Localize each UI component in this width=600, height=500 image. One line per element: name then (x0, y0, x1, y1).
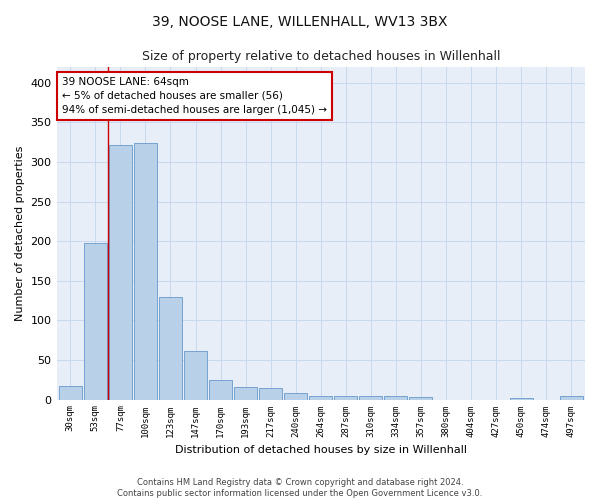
Bar (234, 387, 257, 400)
Bar (109, 146, 132, 400)
Bar (385, 396, 407, 400)
Bar (359, 396, 382, 400)
Bar (309, 396, 332, 400)
Bar (509, 398, 533, 400)
Bar (84, 243, 107, 400)
Bar (209, 380, 232, 400)
Bar (134, 143, 157, 400)
Y-axis label: Number of detached properties: Number of detached properties (15, 146, 25, 321)
Text: Contains HM Land Registry data © Crown copyright and database right 2024.
Contai: Contains HM Land Registry data © Crown c… (118, 478, 482, 498)
Text: 39 NOOSE LANE: 64sqm
← 5% of detached houses are smaller (56)
94% of semi-detach: 39 NOOSE LANE: 64sqm ← 5% of detached ho… (62, 77, 327, 115)
Bar (334, 396, 358, 400)
Bar (59, 386, 82, 400)
Bar (259, 388, 282, 400)
Bar (184, 351, 207, 400)
Title: Size of property relative to detached houses in Willenhall: Size of property relative to detached ho… (142, 50, 500, 63)
Bar (560, 396, 583, 400)
Bar (159, 296, 182, 400)
Text: 39, NOOSE LANE, WILLENHALL, WV13 3BX: 39, NOOSE LANE, WILLENHALL, WV13 3BX (152, 15, 448, 29)
X-axis label: Distribution of detached houses by size in Willenhall: Distribution of detached houses by size … (175, 445, 467, 455)
Bar (284, 393, 307, 400)
Bar (409, 397, 433, 400)
